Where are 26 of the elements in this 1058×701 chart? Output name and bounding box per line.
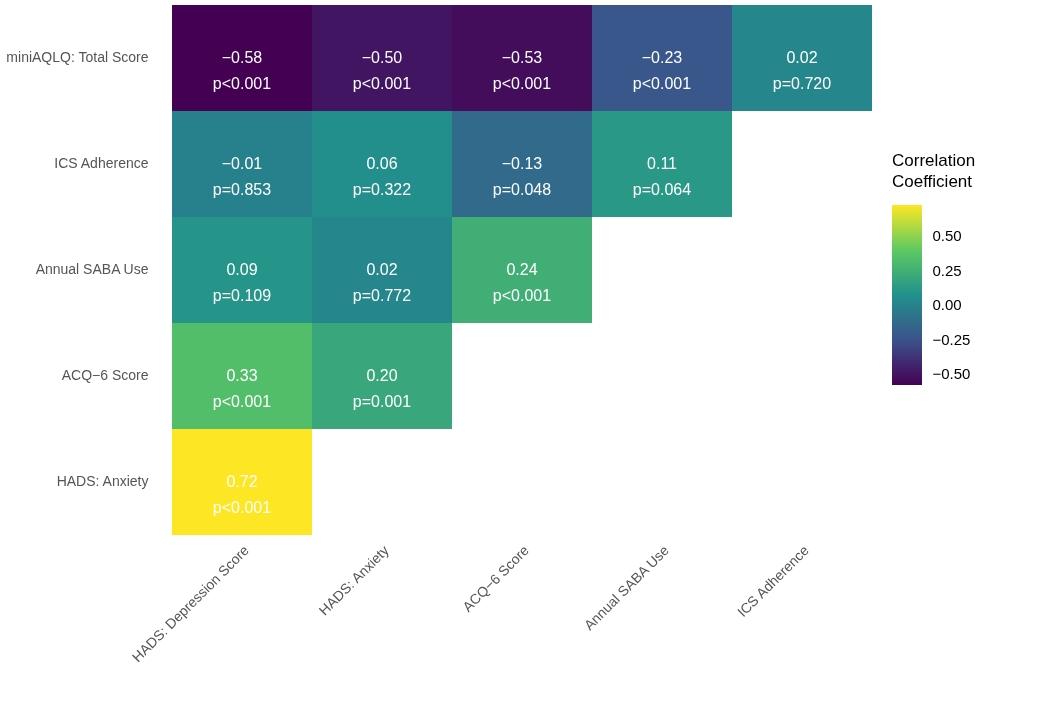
color-bar-label: 0.25: [932, 261, 962, 279]
color-bar-label: −0.25: [932, 330, 971, 348]
color-bar-label: −0.50: [932, 365, 971, 383]
data-label: 0.20 p=0.001: [352, 367, 412, 410]
data-label: 0.11 p=0.064: [632, 155, 692, 198]
data-label: −0.50 p<0.001: [352, 49, 412, 92]
color-bar-label: 0.00: [932, 296, 962, 314]
data-label: 0.02 p=0.772: [352, 261, 412, 304]
data-label: 0.72 p<0.001: [212, 473, 272, 516]
data-label: −0.53 p<0.001: [492, 49, 552, 92]
data-label: −0.23 p<0.001: [632, 49, 692, 92]
y-tick-label: HADS: Anxiety: [56, 473, 149, 489]
data-label: −0.58 p<0.001: [212, 49, 272, 92]
color-bar-label: 0.50: [932, 226, 962, 244]
y-tick-label: ICS Adherence: [54, 155, 149, 171]
color-bar-title: Correlation Coefficient: [892, 151, 976, 191]
y-tick-label: ACQ−6 Score: [61, 367, 149, 383]
data-label: 0.09 p=0.109: [212, 261, 272, 304]
y-tick-label: Annual SABA Use: [35, 261, 149, 277]
data-label: 0.33 p<0.001: [212, 367, 272, 410]
data-label: 0.06 p=0.322: [352, 155, 412, 198]
data-label: −0.13 p=0.048: [492, 155, 552, 198]
y-tick-label: miniAQLQ: Total Score: [6, 49, 149, 65]
data-label: 0.24 p<0.001: [492, 261, 552, 304]
data-label: 0.02 p=0.720: [772, 49, 832, 92]
data-label: −0.01 p=0.853: [212, 155, 272, 198]
